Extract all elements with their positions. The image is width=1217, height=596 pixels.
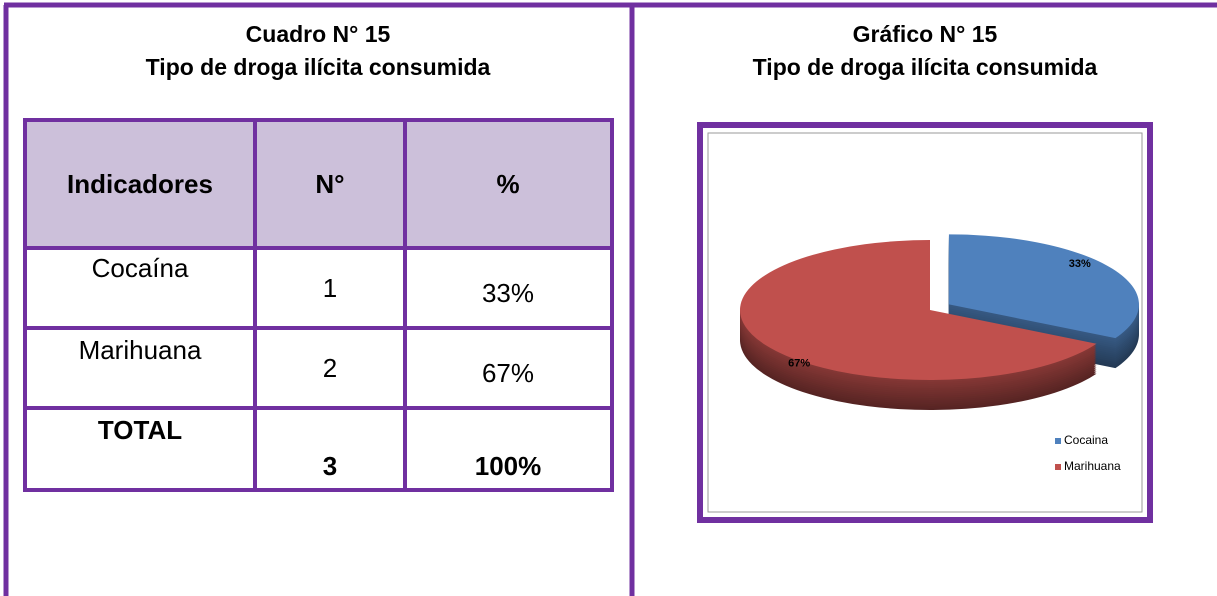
header-cell: N°: [315, 169, 344, 199]
chart-subtitle: Tipo de droga ilícita consumida: [753, 54, 1098, 80]
table-borders: [23, 118, 614, 492]
legend-label: Cocaina: [1064, 433, 1108, 447]
table-cell: Cocaína: [92, 253, 189, 283]
legend-swatch: [1055, 464, 1061, 470]
legend-label: Marihuana: [1064, 459, 1121, 473]
table-cell: 33%: [482, 278, 534, 308]
slice: [948, 234, 1139, 339]
data-label: 67%: [788, 357, 810, 369]
header-cell: Indicadores: [67, 169, 213, 199]
data-label: 33%: [1069, 258, 1091, 270]
chart-inner-frame: [707, 132, 1143, 513]
table: Indicadores N° %: [23, 118, 614, 492]
header-bg: [25, 120, 612, 248]
table-cell: TOTAL: [98, 415, 182, 445]
header-cell: %: [496, 169, 519, 199]
slice: [740, 240, 1097, 380]
table-cell: 3: [323, 451, 337, 481]
table-title: Cuadro N° 15: [246, 21, 391, 47]
table-cell: 2: [323, 353, 337, 383]
legend-swatch: [1055, 438, 1061, 444]
table-cell: 1: [323, 273, 337, 303]
table-subtitle: Tipo de droga ilícita consumida: [146, 54, 491, 80]
chart-title: Gráfico N° 15: [853, 21, 998, 47]
table-cell: 67%: [482, 358, 534, 388]
table-cell: 100%: [475, 451, 542, 481]
table-cell: Marihuana: [79, 335, 202, 365]
